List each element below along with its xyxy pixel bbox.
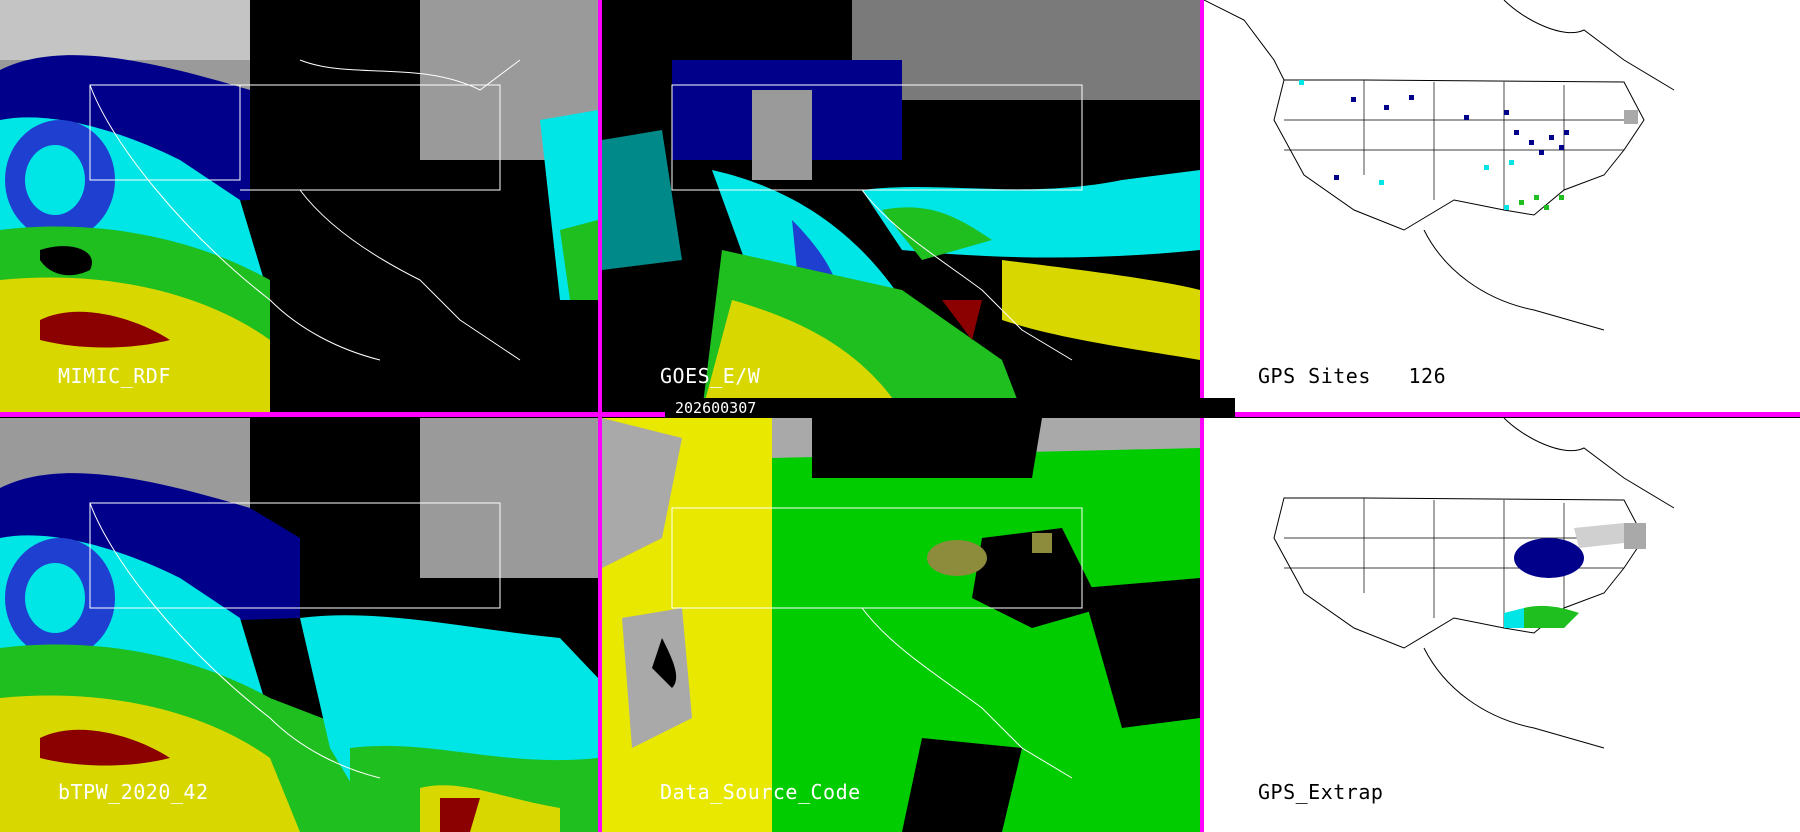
panel-gps-sites: GPS Sites 126 <box>1204 0 1800 412</box>
panel-label-data-source-code: Data_Source_Code <box>660 780 861 804</box>
panel-label-goes-ew: GOES_E/W <box>660 364 761 388</box>
panel-label-mimic-rdf: MIMIC_RDF <box>58 364 171 388</box>
panel-goes-ew: GOES_E/W <box>602 0 1200 412</box>
panel-gps-extrap: GPS_Extrap <box>1204 418 1800 832</box>
mimic-rdf-map <box>0 0 598 412</box>
data-source-map <box>602 418 1200 832</box>
gps-sites-map <box>1204 0 1800 412</box>
date-bar: 202600307 <box>665 398 1235 418</box>
gps-extrap-map <box>1204 418 1800 832</box>
btpw-map <box>0 418 598 832</box>
goes-ew-map <box>602 0 1200 412</box>
panel-data-source-code: Data_Source_Code <box>602 418 1200 832</box>
panel-btpw: bTPW_2020_42 <box>0 418 598 832</box>
panel-label-gps-extrap: GPS_Extrap <box>1258 780 1384 804</box>
panel-label-gps-sites: GPS Sites 126 <box>1258 364 1447 388</box>
panel-label-btpw: bTPW_2020_42 <box>58 780 209 804</box>
panel-mimic-rdf: MIMIC_RDF <box>0 0 598 412</box>
